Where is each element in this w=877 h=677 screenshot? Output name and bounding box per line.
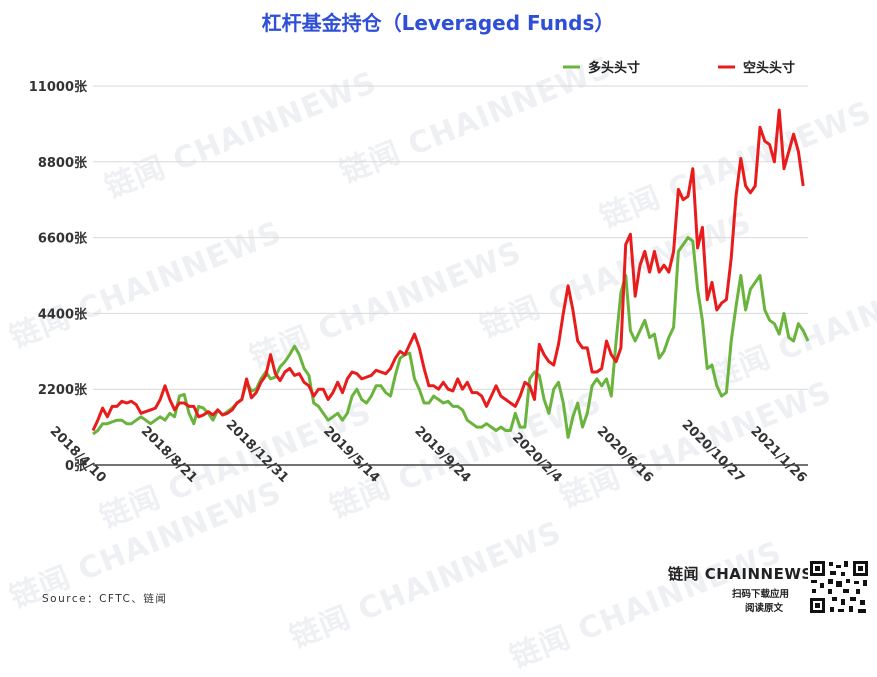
short-position-line (91, 108, 805, 432)
x-tick-label: 2018/4/10 (47, 424, 109, 486)
brand-line-2: 阅读原文 (745, 603, 784, 614)
legend-label-long: 多头头寸 (588, 60, 640, 76)
x-axis-labels: 2018/4/10 2018/8/21 2018/12/31 2019/5/14 201… (47, 417, 810, 485)
y-axis-labels: 0张 2200张 4400张 6600张 8800张 11000张 (29, 80, 88, 474)
x-tick-label: 2021/1/26 (747, 424, 809, 486)
chart-title: 杠杆基金持仓（Leveraged Funds） (262, 11, 615, 35)
x-tick-label: 2020/10/27 (679, 417, 747, 485)
x-tick-label: 2018/12/31 (223, 417, 291, 485)
brand-name: 链闻 CHAINNEWS (668, 565, 813, 583)
series-lines (91, 108, 810, 439)
source-note: Source：CFTC、链闻 (42, 593, 168, 605)
x-tick-label: 2019/9/24 (411, 424, 473, 486)
y-tick-label: 11000张 (29, 80, 88, 95)
x-tick-label: 2020/2/4 (509, 430, 565, 486)
x-tick-label: 2020/6/16 (594, 424, 656, 486)
x-tick-label: 2019/5/14 (320, 424, 382, 486)
y-tick-label: 6600张 (38, 232, 88, 247)
long-position-line (92, 236, 810, 439)
y-tick-label: 0张 (65, 459, 88, 474)
qr-code[interactable] (808, 559, 870, 615)
brand-line-1: 扫码下载应用 (732, 589, 790, 600)
x-tick-label: 2018/8/21 (138, 424, 200, 486)
y-tick-label: 8800张 (38, 156, 88, 171)
grid (93, 85, 808, 466)
legend-label-short: 空头头寸 (743, 60, 795, 76)
y-tick-label: 4400张 (38, 307, 88, 322)
y-tick-label: 2200张 (38, 383, 88, 398)
legend: 多头头寸 空头头寸 (563, 60, 795, 76)
